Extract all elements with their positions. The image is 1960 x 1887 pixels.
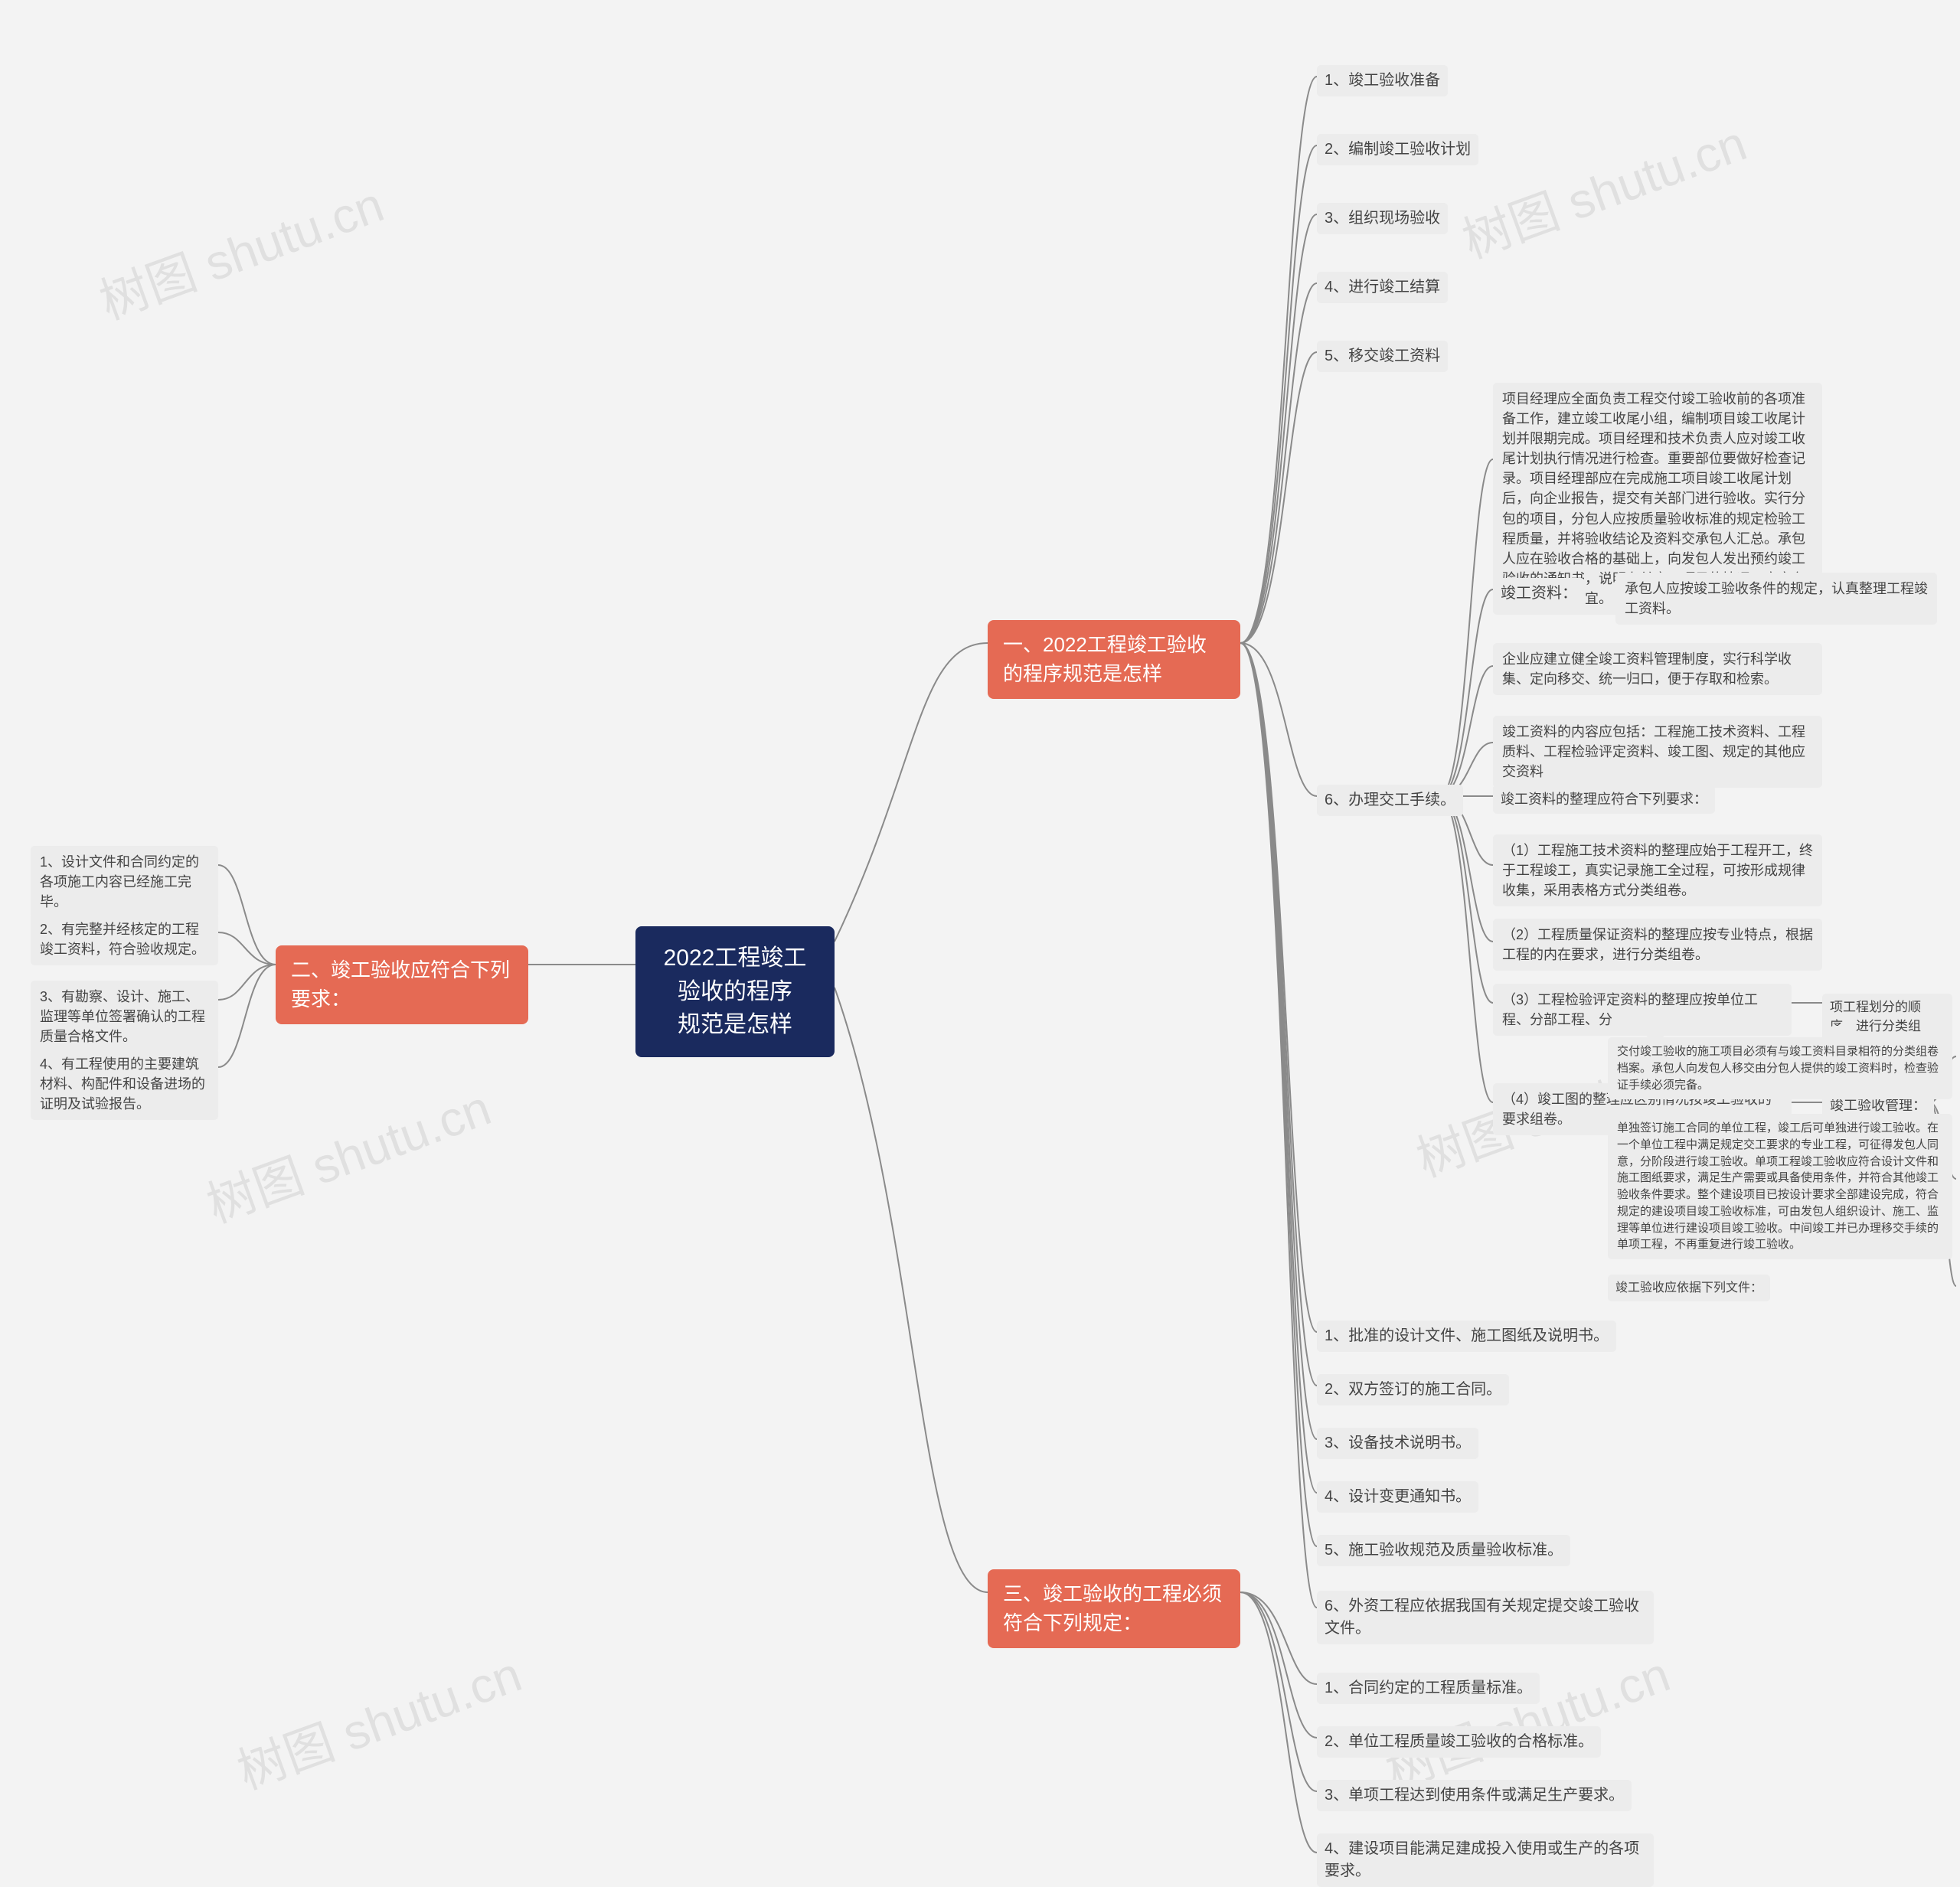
b1-6-mgmt-a: 交付竣工验收的施工项目必须有与竣工资料目录相符的分类组卷档案。承包人向发包人移交…: [1608, 1037, 1952, 1099]
b2-item-4: 4、有工程使用的主要建筑材料、构配件和设备进场的证明及试验报告。: [31, 1048, 218, 1120]
b1-6-para4: 竣工资料的整理应符合下列要求：: [1493, 785, 1715, 814]
b1-6-req1: （1）工程施工技术资料的整理应始于工程开工，终于工程竣工，真实记录施工全过程，可…: [1493, 834, 1822, 906]
b1-item-2[interactable]: 2、编制竣工验收计划: [1317, 134, 1478, 165]
b1-6-req3: （3）工程检验评定资料的整理应按单位工程、分部工程、分: [1493, 984, 1792, 1036]
b2-item-1: 1、设计文件和合同约定的各项施工内容已经施工完毕。: [31, 846, 218, 918]
b1-doc-6: 6、外资工程应依据我国有关规定提交竣工验收文件。: [1317, 1591, 1654, 1644]
b1-doc-1: 1、批准的设计文件、施工图纸及说明书。: [1317, 1321, 1616, 1352]
root-node[interactable]: 2022工程竣工验收的程序规范是怎样: [635, 926, 835, 1057]
b1-item-5[interactable]: 5、移交竣工资料: [1317, 341, 1448, 372]
b1-6-ziliao-text: 承包人应按竣工验收条件的规定，认真整理工程竣工资料。: [1615, 573, 1937, 625]
b2-item-2: 2、有完整并经核定的工程竣工资料，符合验收规定。: [31, 913, 218, 965]
b1-item-6[interactable]: 6、办理交工手续。: [1317, 785, 1463, 816]
b3-item-4: 4、建设项目能满足建成投入使用或生产的各项要求。: [1317, 1833, 1654, 1887]
watermark: 树图 shutu.cn: [196, 1069, 499, 1236]
watermark: 树图 shutu.cn: [1375, 1635, 1678, 1803]
b1-6-ziliao-label[interactable]: 竣工资料：: [1493, 578, 1585, 609]
watermark: 树图 shutu.cn: [1452, 104, 1755, 272]
b2-item-3: 3、有勘察、设计、施工、监理等单位签署确认的工程质量合格文件。: [31, 981, 218, 1053]
b3-item-2: 2、单位工程质量竣工验收的合格标准。: [1317, 1726, 1601, 1758]
watermark: 树图 shutu.cn: [89, 165, 392, 333]
b1-item-4[interactable]: 4、进行竣工结算: [1317, 272, 1448, 303]
b1-item-3[interactable]: 3、组织现场验收: [1317, 203, 1448, 234]
b1-doc-5: 5、施工验收规范及质量验收标准。: [1317, 1535, 1570, 1566]
b1-6-para2: 企业应建立健全竣工资料管理制度，实行科学收集、定向移交、统一归口，便于存取和检索…: [1493, 643, 1822, 695]
b1-doc-2: 2、双方签订的施工合同。: [1317, 1374, 1509, 1405]
b1-doc-3: 3、设备技术说明书。: [1317, 1428, 1478, 1459]
b1-6-mgmt-c: 竣工验收应依据下列文件：: [1608, 1275, 1770, 1301]
b1-6-para3: 竣工资料的内容应包括：工程施工技术资料、工程质料、工程检验评定资料、竣工图、规定…: [1493, 716, 1822, 788]
b1-doc-4: 4、设计变更通知书。: [1317, 1481, 1478, 1513]
branch-2[interactable]: 二、竣工验收应符合下列要求：: [276, 945, 528, 1024]
b1-6-mgmt-b: 单独签订施工合同的单位工程，竣工后可单独进行竣工验收。在一个单位工程中满足规定交…: [1608, 1114, 1952, 1259]
b1-6-mgmt-a-placeholder: [1830, 1026, 1848, 1038]
branch-1[interactable]: 一、2022工程竣工验收的程序规范是怎样: [988, 620, 1240, 699]
b1-6-req2: （2）工程质量保证资料的整理应按专业特点，根据工程的内在要求，进行分类组卷。: [1493, 919, 1822, 971]
watermark: 树图 shutu.cn: [227, 1635, 530, 1803]
b1-item-1[interactable]: 1、竣工验收准备: [1317, 65, 1448, 96]
b3-item-1: 1、合同约定的工程质量标准。: [1317, 1673, 1540, 1704]
b3-item-3: 3、单项工程达到使用条件或满足生产要求。: [1317, 1780, 1632, 1811]
branch-3[interactable]: 三、竣工验收的工程必须符合下列规定：: [988, 1569, 1240, 1648]
